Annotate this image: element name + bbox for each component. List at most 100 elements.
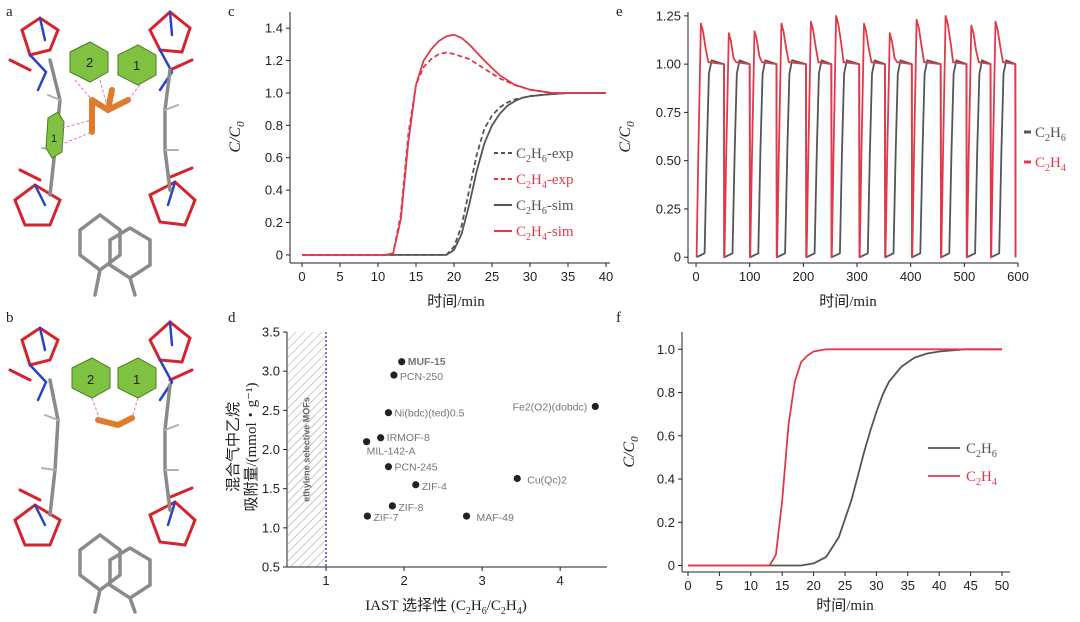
crystal-structure-a: 2 1 1: [8, 10, 197, 297]
x-tick-label: 20: [806, 578, 820, 593]
formula-main: C: [966, 469, 976, 485]
y-title-sub: 0: [625, 121, 637, 127]
series-line-c2h4: [695, 14, 1017, 259]
panel-letter-f: f: [616, 310, 621, 326]
data-point-label: MAF-49: [477, 512, 515, 524]
shaded-region-label: ethylene selective MOFs: [302, 397, 312, 502]
data-point-label: PCN-245: [394, 462, 437, 474]
data-point: [591, 402, 599, 411]
data-point: [513, 474, 521, 483]
x-axis-title-d: IAST 选择性 (C2H6/C2H4): [365, 597, 526, 617]
y-tick-label: 3.5: [262, 325, 280, 340]
y-title-main: C/C: [227, 127, 244, 153]
y-tick-label: 0: [674, 250, 681, 265]
y-axis-title-c: C/C0: [227, 121, 247, 153]
data-point-label: Fe2(O2)(dobdc): [513, 401, 588, 413]
formula-mid: H: [1050, 155, 1061, 171]
legend-label-c2h6: C2H6: [1035, 125, 1066, 144]
data-point-label: ZIF-8: [398, 502, 423, 514]
data-point-label: Ni(bdc)(ted)0.5: [394, 408, 464, 420]
chart-panel-c: c 0 5 10 15 20 25 30 35 4000.20.40.60.81.01.21.4…: [227, 4, 613, 310]
y-tick-label: 0.50: [656, 153, 681, 168]
formula-sub2: 4: [542, 232, 547, 243]
legend-label-c2h4: C2H4: [1035, 155, 1066, 174]
y-tick-label: 0.2: [657, 515, 675, 530]
shaded-region: [288, 332, 327, 567]
crystal-structure-b: 2 1: [8, 320, 197, 614]
formula-mid: H: [531, 172, 542, 188]
legend-label-c2h6-sim: C2H6-sim: [516, 198, 574, 217]
y-tick-label: 0.8: [265, 118, 283, 133]
data-point: [377, 434, 385, 442]
ring-label-1: 1: [133, 372, 140, 387]
x-tick-label: 30: [869, 578, 883, 593]
formula-sub1: 2: [976, 449, 981, 460]
plot-area-e: 0 100 200 300 400 500 600 0 0.25 0.50 0.75 1.00 1.25: [656, 8, 1029, 284]
series-line-c2h6-sim: [302, 92, 606, 256]
y-tick-label: 0.75: [656, 105, 681, 120]
plot-area-f: 0 5 10 15 20 25 30 35 40 45 50 0 0.2 0.4 0.6 0.8 1.0: [657, 332, 1010, 593]
y-tick-label: 1.0: [262, 520, 280, 535]
data-point: [363, 512, 371, 520]
y-tick-label: 1.25: [656, 8, 681, 23]
x-tick-label: 0: [692, 269, 699, 284]
data-point-label: ZIF-7: [373, 512, 398, 524]
x-tick-label: 1: [322, 573, 329, 588]
legend-label-c2h6-exp: C2H6-exp: [516, 146, 574, 165]
chart-panel-e: e 0 100 200 300 400 500 600 0 0.25 0.50 0.75 1.00 1.…: [616, 4, 1066, 310]
ring-label-2: 2: [87, 372, 94, 387]
data-point: [388, 502, 396, 510]
formula-mid: H: [1050, 125, 1061, 141]
plot-area-c: 0 5 10 15 20 25 30 35 40 0 0.2 0.4 0.6 0.8 1.0 1.2 1.4: [265, 12, 613, 284]
y-tick-label: 0: [668, 558, 675, 573]
x-tick-label: 10: [744, 578, 758, 593]
x-tick-label: 35: [561, 269, 575, 284]
x-axis-title-e: 时间/min: [819, 293, 877, 310]
y-axis-title-d: 混合气中乙烷 吸附量/(mmol・g⁻¹): [225, 382, 260, 511]
data-point-label: MUF-15: [408, 356, 446, 368]
y-tick-label: 0.5: [262, 560, 280, 575]
y-axis-title: C/C0: [227, 121, 247, 153]
formula-main: C: [1035, 125, 1045, 141]
formula-suffix: -exp: [547, 172, 574, 188]
formula-suffix: -sim: [547, 198, 574, 214]
formula-mid: H: [531, 146, 542, 162]
x-tick-label: 5: [336, 269, 343, 284]
x-tick-label: 4: [557, 573, 564, 588]
x-tick-label: 0: [684, 578, 691, 593]
x-tick-label: 100: [739, 269, 761, 284]
formula-main: C: [516, 146, 526, 162]
data-point: [384, 409, 393, 417]
x-tick-label: 400: [900, 269, 922, 284]
legend-e: C2H6 C2H4: [1024, 125, 1066, 174]
panel-letter-d: d: [228, 310, 236, 326]
y-tick-label: 0.25: [656, 201, 681, 216]
panel-letter-e: e: [616, 4, 623, 20]
formula-sub2: 6: [1061, 133, 1066, 144]
y-axis-title-d-line2: 吸附量/(mmol・g⁻¹): [243, 382, 260, 511]
data-point-label: MIL-142-A: [367, 446, 416, 458]
x-tick-label: 40: [932, 578, 946, 593]
formula-sub1: 2: [1045, 133, 1050, 144]
x-tick-label: 30: [523, 269, 537, 284]
legend-label-c2h4: C2H4: [966, 469, 997, 488]
x-tick-label: 15: [409, 269, 423, 284]
panel-letter-c: c: [228, 4, 235, 20]
x-tick-label: 25: [485, 269, 499, 284]
formula-sub2: 6: [542, 154, 547, 165]
data-point: [412, 481, 420, 489]
formula-main: C: [966, 441, 976, 457]
y-tick-label: 1.0: [265, 85, 283, 100]
series-line-c2h4-sim: [302, 33, 606, 256]
ring-label-1b: 1: [51, 133, 57, 145]
y-axis-title-d-line1: 混合气中乙烷: [225, 402, 242, 492]
x-tick-label: 2: [400, 573, 407, 588]
x-tick-label: 5: [716, 578, 723, 593]
x-tick-label: 40: [599, 269, 613, 284]
y-tick-label: 0: [276, 247, 283, 262]
y-axis-title: C/C0: [617, 121, 637, 153]
data-point-label: IRMOF-8: [387, 432, 430, 444]
x-axis-title-f: 时间/min: [816, 597, 874, 614]
